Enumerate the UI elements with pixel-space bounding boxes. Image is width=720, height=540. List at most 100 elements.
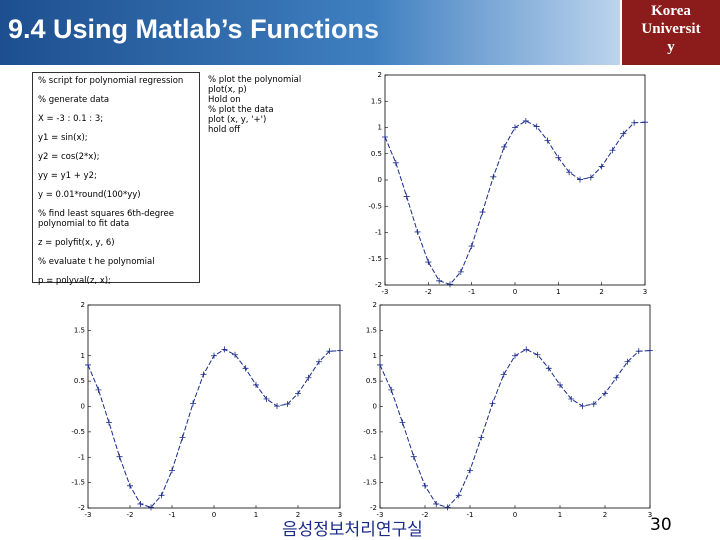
code-line: plot (x, y, '+') xyxy=(208,115,267,125)
data-point xyxy=(399,419,406,426)
plot-frame xyxy=(87,304,341,509)
x-tick-label: 1 xyxy=(558,511,562,519)
logo-line: Universit xyxy=(641,21,701,37)
data-point xyxy=(388,386,395,393)
x-tick-label: 3 xyxy=(338,511,342,519)
logo-line: Korea xyxy=(651,3,691,19)
x-tick-label: 2 xyxy=(296,511,300,519)
code-line: % script for polynomial regression xyxy=(38,76,184,86)
data-point xyxy=(295,390,301,397)
y-tick-label: 0 xyxy=(378,176,382,184)
data-point xyxy=(382,134,388,141)
data-point xyxy=(326,348,333,355)
y-tick-label: -1.5 xyxy=(363,479,377,487)
data-point xyxy=(555,154,562,161)
y-tick-label: 0 xyxy=(81,403,85,411)
y-tick-label: -2 xyxy=(370,504,377,512)
data-point xyxy=(274,403,280,410)
y-tick-label: 1 xyxy=(378,124,382,132)
logo-line: y xyxy=(667,39,675,55)
y-tick-label: -0.5 xyxy=(368,202,382,210)
data-point xyxy=(457,268,464,275)
page-number: 30 xyxy=(650,515,672,535)
data-point xyxy=(455,492,462,499)
data-point xyxy=(533,123,540,130)
data-point xyxy=(414,228,421,235)
data-point xyxy=(489,400,496,407)
plot-frame xyxy=(384,74,646,286)
data-point xyxy=(410,453,417,460)
data-point xyxy=(377,361,383,368)
code-box: % script for polynomial regression % gene… xyxy=(32,72,200,286)
data-point xyxy=(468,243,475,250)
code-line: % find least squares 6th-degree polynomi… xyxy=(38,209,174,229)
x-tick-label: 0 xyxy=(513,288,517,296)
y-tick-label: 1 xyxy=(373,352,377,360)
y-tick-label: -1.5 xyxy=(71,479,85,487)
data-point xyxy=(95,386,102,393)
x-tick-label: 0 xyxy=(513,511,517,519)
data-point xyxy=(444,504,451,511)
data-point xyxy=(512,124,518,131)
x-tick-label: -3 xyxy=(382,288,389,296)
data-point xyxy=(148,504,154,511)
code-line: z = polyfit(x, y, 6) xyxy=(38,238,115,248)
data-point xyxy=(263,395,270,402)
code-line: y = 0.01*round(100*yy) xyxy=(38,190,141,200)
data-point xyxy=(137,500,144,507)
data-point xyxy=(613,374,620,381)
data-point xyxy=(490,173,497,180)
x-tick-label: 3 xyxy=(648,511,652,519)
data-point xyxy=(179,434,186,441)
data-point xyxy=(609,147,616,154)
data-point xyxy=(211,352,217,359)
y-tick-label: 1.5 xyxy=(366,326,377,334)
data-point xyxy=(501,143,508,150)
data-point xyxy=(221,346,228,353)
data-point xyxy=(479,209,486,216)
code-line: Hold on xyxy=(208,95,241,105)
data-point xyxy=(624,358,631,365)
data-point xyxy=(158,492,165,499)
data-point xyxy=(566,169,573,176)
data-point xyxy=(305,374,312,381)
data-point xyxy=(242,365,249,372)
data-point xyxy=(631,119,638,126)
y-tick-label: 2 xyxy=(81,301,85,309)
data-point xyxy=(522,117,529,124)
data-point xyxy=(602,390,608,397)
data-point xyxy=(85,361,91,368)
x-tick-label: -2 xyxy=(425,288,432,296)
code-line: yy = y1 + y2; xyxy=(38,171,97,181)
x-tick-label: -3 xyxy=(377,511,384,519)
data-point xyxy=(620,130,627,137)
logo: Korea Universit y xyxy=(622,0,720,65)
code-line: X = -3 : 0.1 : 3; xyxy=(38,114,104,124)
data-point xyxy=(337,347,343,354)
y-tick-label: 2 xyxy=(373,301,377,309)
data-point xyxy=(512,352,518,359)
y-tick-label: 1 xyxy=(81,352,85,360)
data-point xyxy=(253,381,259,388)
y-tick-label: -0.5 xyxy=(71,428,85,436)
x-tick-label: -2 xyxy=(127,511,134,519)
data-point xyxy=(316,358,322,365)
y-tick-label: 0 xyxy=(373,403,377,411)
data-point xyxy=(587,174,594,181)
data-point xyxy=(190,400,196,407)
x-tick-label: -2 xyxy=(422,511,429,519)
data-point xyxy=(598,163,605,170)
x-tick-label: -3 xyxy=(85,511,92,519)
x-tick-label: 2 xyxy=(603,511,607,519)
data-point xyxy=(577,176,583,183)
header-bar xyxy=(0,0,620,65)
y-tick-label: 0.5 xyxy=(74,377,85,385)
data-point xyxy=(579,403,586,410)
y-tick-label: 0.5 xyxy=(366,377,377,385)
data-point xyxy=(545,365,552,372)
x-tick-label: 1 xyxy=(556,288,560,296)
x-tick-label: -1 xyxy=(467,511,474,519)
data-point xyxy=(544,137,551,144)
